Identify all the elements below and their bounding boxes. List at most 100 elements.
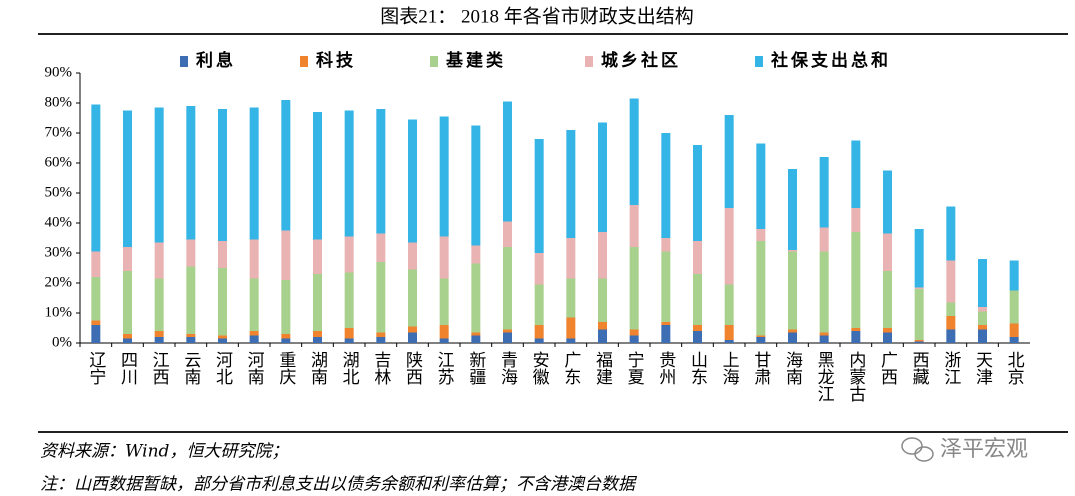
bar-segment [724,115,734,208]
bar-segment [123,334,132,339]
bar-segment [534,253,544,285]
bar-segment [883,233,892,271]
bar-segment [471,335,481,343]
legend-swatch [585,56,593,67]
bar-segment [946,260,956,303]
bar-segment [534,284,544,325]
x-tick-label: 湖北 [340,351,360,385]
bar-segment [123,338,132,343]
bar-segment [186,334,196,337]
bar-segment [408,119,417,243]
bar-segment [123,247,132,271]
bar-segment [788,332,797,343]
bar-segment [281,338,291,343]
bar-segment [313,274,322,331]
bar-segment [724,325,734,340]
bar-segment [344,338,354,343]
bar-segment [249,107,259,240]
bar-segment [439,278,449,325]
bar-segment [756,337,766,343]
bar-segment [313,331,322,337]
bar-segment [883,332,892,343]
bar-segment [439,325,449,339]
bar-segment [186,337,196,343]
bar-segment [186,239,196,267]
bar-segment [471,125,481,246]
bar-segment [376,109,386,234]
bar-segment [661,322,671,325]
bar-segment [851,232,861,328]
bar-segment [914,287,924,289]
bar-segment [851,208,861,232]
bar-segment [883,328,892,333]
bar-segment [883,170,892,234]
bar-segment [946,329,956,343]
y-tick-label: 10% [45,304,73,320]
bar-segment [693,241,702,274]
watermark-icon [901,437,934,462]
bar-segment [218,109,227,241]
x-tick-label: 广东 [561,351,581,385]
bar-segment [439,236,449,279]
bar-segment [819,335,829,343]
bar-segment [598,232,607,279]
bar-segment [503,221,512,247]
bar-segment [598,278,607,322]
bar-segment [249,331,259,336]
legend-label: 基建类 [445,50,506,70]
bar-segment [218,268,227,336]
bar-segment [123,271,132,334]
bar-segment [914,229,924,288]
bar-segment [186,266,196,334]
bar-segment [724,208,734,285]
bar-segment [566,130,576,238]
watermark: 泽平宏观 [940,437,1028,462]
bar-segment [503,329,512,333]
y-tick-label: 40% [45,214,73,230]
y-tick-label: 90% [45,64,73,80]
bar-segment [471,245,481,264]
bar-segment [281,100,291,231]
bar-segment [978,329,987,343]
bar-segment [471,332,481,336]
bar-segment [629,335,639,343]
bar-segment [566,338,576,343]
bar-segment [503,332,512,343]
bar-segment [154,242,164,279]
x-tick-label: 甘肃 [751,351,771,385]
bar-segment [724,340,734,343]
x-tick-label: 浙江 [941,351,961,385]
bar-segment [534,325,544,339]
y-tick-label: 20% [45,274,73,290]
legend-swatch [180,56,188,67]
bar-segment [91,277,101,321]
bar-segment [1009,260,1019,291]
bar-segment [313,112,322,240]
bar-segment [914,289,924,340]
bar-segment [883,271,892,328]
bar-segment [91,104,101,252]
bar-segment [344,110,354,237]
legend-label: 利息 [196,50,236,70]
x-tick-label: 宁夏 [625,351,645,385]
bar-segment [629,98,639,205]
bar-segment [249,239,259,279]
bar-segment [693,145,702,241]
bar-segment [819,332,829,336]
bar-segment [693,274,702,325]
x-tick-label: 江西 [150,351,170,385]
bar-segment [313,239,322,274]
bar-segment [756,335,766,337]
bar-segment [408,326,417,333]
bar-segment [978,325,987,330]
x-tick-label: 湖南 [308,351,328,385]
bar-segment [756,143,766,229]
y-tick-label: 60% [45,154,73,170]
source-note: 资料来源：Wind，恒大研究院； [40,442,288,462]
bar-segment [471,263,481,333]
footnote: 注：山西数据暂缺，部分省市利息支出以债务余额和利率估算；不含港澳台数据 [40,475,638,495]
bar-segment [408,242,417,270]
bar-segment [218,335,227,339]
bar-segment [344,272,354,328]
